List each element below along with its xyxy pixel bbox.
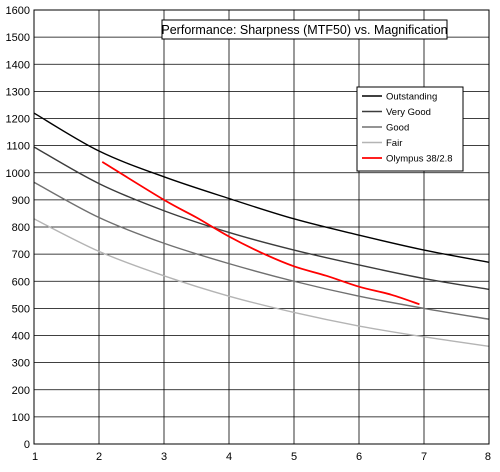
series-line-olympus-38-2-8 [101, 161, 420, 306]
legend-label: Outstanding [386, 92, 437, 103]
y-tick-label: 200 [12, 385, 30, 397]
legend-label: Fair [386, 138, 402, 149]
y-tick-label: 1600 [6, 5, 30, 17]
series-line-very-good [33, 146, 490, 291]
y-tick-label: 1400 [6, 59, 30, 71]
x-tick-label: 4 [226, 451, 232, 463]
y-tick-label: 800 [12, 222, 30, 234]
grid-lines [33, 9, 490, 445]
legend-label: Good [386, 123, 409, 134]
y-tick-label: 500 [12, 303, 30, 315]
series-line-good [33, 181, 490, 320]
y-tick-label: 100 [12, 412, 30, 424]
x-tick-label: 7 [421, 451, 427, 463]
legend: Outstanding Very Good Good Fair Olympus 38/2… [356, 86, 464, 172]
y-tick-label: 1500 [6, 32, 30, 44]
y-tick-label: 1300 [6, 86, 30, 98]
legend-label: Olympus 38/2.8 [386, 154, 453, 165]
x-tick-label: 6 [356, 451, 362, 463]
legend-box [356, 86, 464, 172]
y-tick-label: 700 [12, 249, 30, 261]
x-tick-label: 8 [485, 451, 491, 463]
chart-title: Performance: Sharpness (MTF50) vs. Magni… [161, 23, 447, 37]
series-lines [33, 112, 490, 348]
legend-label: Very Good [386, 107, 431, 118]
y-tick-label: 1100 [6, 141, 30, 153]
x-tick-label: 2 [96, 451, 102, 463]
x-axis-ticks: 1 2 3 4 5 6 7 8 [32, 451, 491, 463]
plot-border [33, 9, 490, 445]
x-tick-label: 3 [161, 451, 167, 463]
y-tick-label: 300 [12, 358, 30, 370]
y-tick-label: 1200 [6, 114, 30, 126]
y-tick-label: 600 [12, 276, 30, 288]
y-tick-label: 900 [12, 195, 30, 207]
x-tick-label: 1 [32, 451, 38, 463]
y-tick-label: 1000 [6, 168, 30, 180]
x-tick-label: 5 [291, 451, 297, 463]
y-tick-label: 400 [12, 331, 30, 343]
series-line-outstanding [33, 112, 490, 263]
y-axis-ticks: 0 100 200 300 400 500 600 700 800 900 1000 1100 1200… [6, 5, 30, 451]
y-tick-label: 0 [24, 439, 30, 451]
series-line-fair [33, 218, 490, 348]
chart-title-box: Performance: Sharpness (MTF50) vs. Magni… [161, 19, 448, 40]
